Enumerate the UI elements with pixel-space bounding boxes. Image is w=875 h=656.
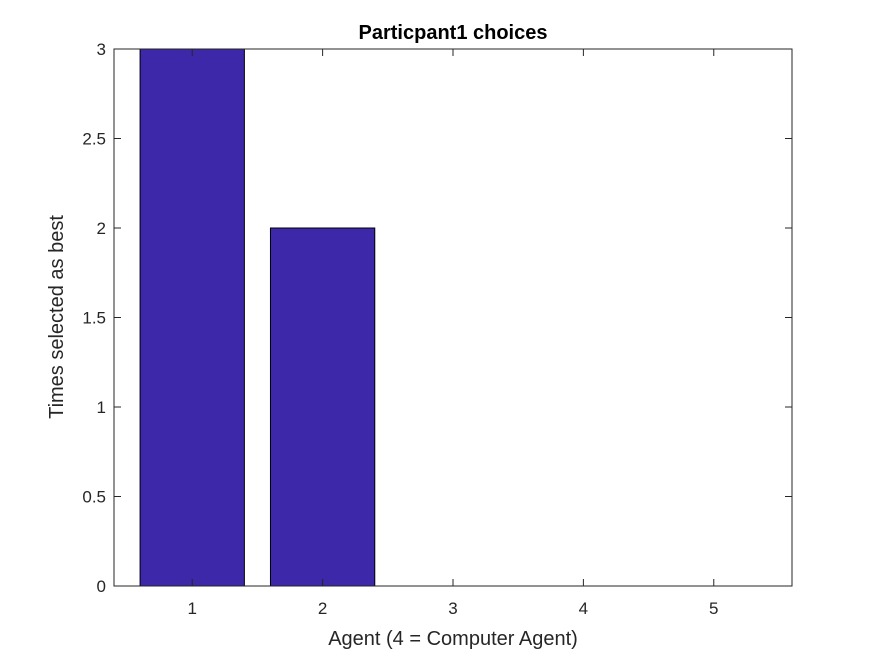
y-tick-label-1: 1 [97,398,106,417]
y-axis-label: Times selected as best [46,215,68,419]
y-tick-label-1.5: 1.5 [82,309,106,328]
x-tick-label-4: 4 [579,599,588,618]
y-tick-label-3: 3 [97,40,106,59]
y-tick-label-0.5: 0.5 [82,488,106,507]
plot-frame [113,48,793,587]
x-tick-label-1: 1 [187,599,196,618]
x-tick-label-3: 3 [448,599,457,618]
bar-2 [269,227,376,587]
bar-1 [139,48,245,587]
x-tick-label-2: 2 [318,599,327,618]
bars-group [139,48,376,587]
y-tick-label-2: 2 [97,219,106,238]
x-axis-label: Agent (4 = Computer Agent) [328,628,578,650]
tick-labels-group: 1 2 3 4 5 0 0.5 1 1.5 2 2.5 3 [82,40,718,618]
y-tick-label-0: 0 [97,577,106,596]
chart-title: Particpant1 choices [359,22,548,44]
x-tick-label-5: 5 [709,599,718,618]
y-tick-label-2.5: 2.5 [82,130,106,149]
